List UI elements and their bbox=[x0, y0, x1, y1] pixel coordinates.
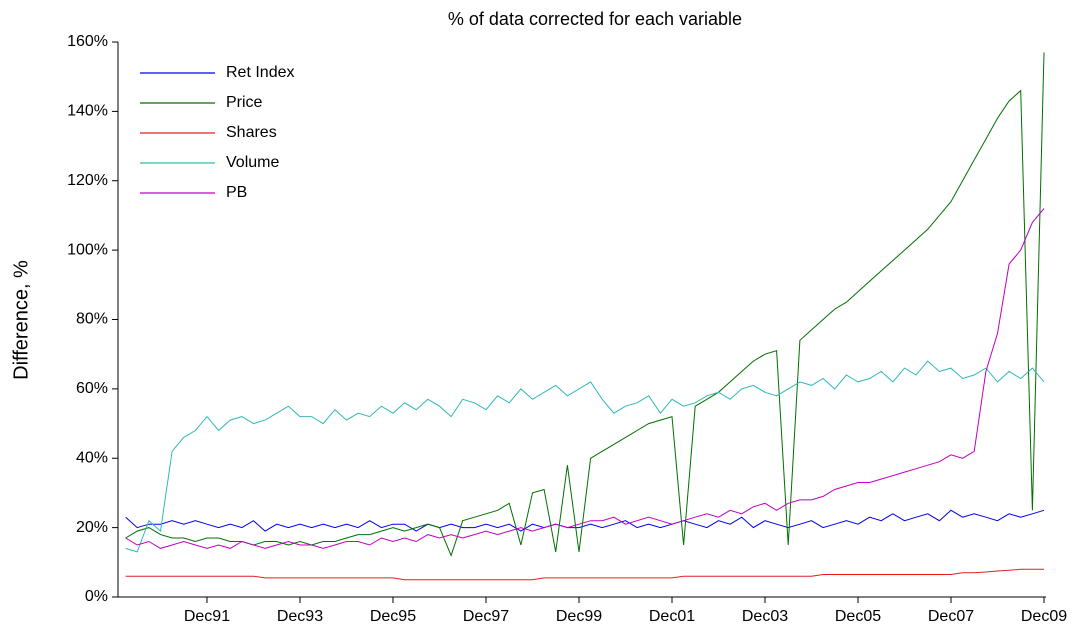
x-tick-label: Dec01 bbox=[649, 608, 695, 625]
series-line bbox=[125, 52, 1045, 557]
legend-label: PB bbox=[226, 184, 247, 201]
y-tick-label: 40% bbox=[76, 449, 108, 466]
x-tick-label: Dec09 bbox=[1021, 608, 1067, 625]
x-tick-label: Dec95 bbox=[370, 608, 416, 625]
x-tick-label: Dec99 bbox=[556, 608, 602, 625]
y-tick-label: 20% bbox=[76, 519, 108, 536]
x-tick-label: Dec97 bbox=[463, 608, 509, 625]
y-tick-label: 60% bbox=[76, 380, 108, 397]
legend-label: Price bbox=[226, 94, 263, 111]
y-tick-label: 100% bbox=[67, 241, 108, 258]
x-tick-label: Dec93 bbox=[277, 608, 323, 625]
legend-label: Volume bbox=[226, 154, 279, 171]
series-line bbox=[125, 208, 1045, 549]
x-tick-label: Dec05 bbox=[835, 608, 881, 625]
y-tick-label: 140% bbox=[67, 103, 108, 120]
legend-label: Shares bbox=[226, 124, 277, 141]
y-tick-label: 160% bbox=[67, 33, 108, 50]
series-line bbox=[125, 509, 1045, 532]
y-tick-label: 80% bbox=[76, 311, 108, 328]
y-tick-label: 0% bbox=[85, 588, 108, 605]
y-axis-label: Difference, % bbox=[10, 260, 32, 380]
chart-title: % of data corrected for each variable bbox=[448, 9, 742, 29]
x-tick-label: Dec03 bbox=[742, 608, 788, 625]
legend-label: Ret Index bbox=[226, 64, 294, 81]
series-line bbox=[125, 568, 1044, 581]
series-line bbox=[125, 360, 1045, 553]
x-tick-label: Dec91 bbox=[184, 608, 230, 625]
y-tick-label: 120% bbox=[67, 172, 108, 189]
x-tick-label: Dec07 bbox=[928, 608, 974, 625]
